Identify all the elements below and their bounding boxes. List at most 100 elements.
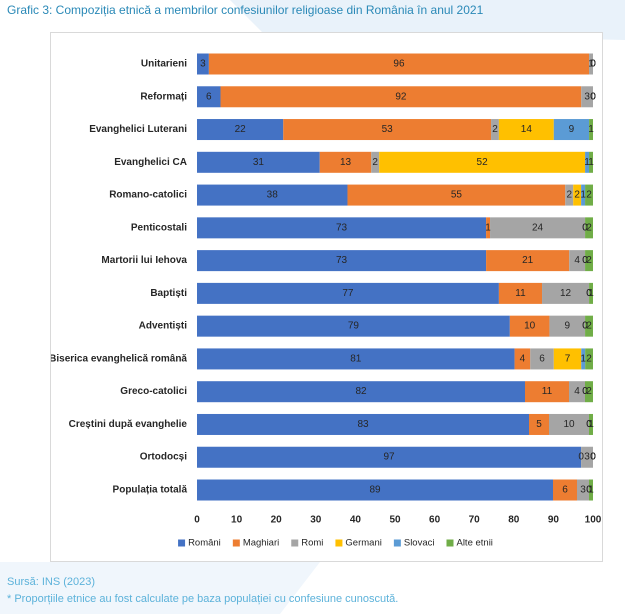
data-label: 89 <box>369 485 381 496</box>
data-label: 1 <box>485 222 491 233</box>
category-axis-labels: Unitarieni Reformați Evanghelici Luterani E… <box>51 59 187 496</box>
category-label: Reformați <box>140 91 187 102</box>
data-label: 3 <box>584 452 590 463</box>
x-tick-label: 90 <box>548 515 560 526</box>
data-label: 0 <box>590 59 596 70</box>
data-label: 3 <box>200 59 206 70</box>
data-label: 7 <box>565 353 571 364</box>
data-label: 0 <box>586 485 592 496</box>
data-label: 0 <box>582 321 588 332</box>
data-label: 1 <box>588 124 594 135</box>
legend-swatch <box>178 539 186 547</box>
x-tick-label: 10 <box>231 515 243 526</box>
data-label: 13 <box>340 157 352 168</box>
data-label: 2 <box>566 190 572 201</box>
bar-segment <box>549 413 589 435</box>
bar-segment <box>553 479 577 501</box>
data-label: 6 <box>206 91 212 102</box>
bar-segment <box>514 348 531 370</box>
data-label: 21 <box>522 255 534 266</box>
x-tick-label: 50 <box>389 515 401 526</box>
data-label: 79 <box>348 321 360 332</box>
category-label: Martorii lui Iehova <box>101 255 187 266</box>
legend-item: Slovaci <box>393 538 435 549</box>
legend-item: Romi <box>291 538 323 549</box>
bar-segments <box>197 53 593 501</box>
data-label: 0 <box>590 452 596 463</box>
bar-segment <box>589 119 593 141</box>
bar-segment <box>581 348 586 370</box>
category-label: Romano-catolici <box>109 190 187 201</box>
data-label: 4 <box>574 386 580 397</box>
data-label: 0 <box>582 386 588 397</box>
data-label: 1 <box>580 353 586 364</box>
bar-segment <box>585 348 593 370</box>
category-label: Populația totală <box>113 485 188 496</box>
bar-segment <box>197 413 529 435</box>
data-label: 12 <box>560 288 572 299</box>
x-tick-label: 0 <box>194 515 200 526</box>
data-label: 9 <box>564 321 570 332</box>
bar-segment <box>208 53 590 75</box>
data-label: 2 <box>372 157 378 168</box>
legend-label: Slovaci <box>404 538 435 549</box>
legend-item: Maghiari <box>232 538 279 549</box>
legend-swatch <box>335 539 343 547</box>
data-label: 4 <box>574 255 580 266</box>
bar-segment <box>589 151 593 173</box>
bar-segment <box>565 184 574 206</box>
category-label: Adventiști <box>139 321 188 332</box>
bar-segment <box>585 217 593 239</box>
data-label: 2 <box>492 124 498 135</box>
bar-segment <box>529 413 549 435</box>
data-label: 22 <box>235 124 247 135</box>
data-label: 2 <box>574 190 580 201</box>
data-label: 2 <box>586 255 592 266</box>
data-label: 11 <box>515 288 526 299</box>
x-tick-label: 40 <box>350 515 362 526</box>
bar-segment <box>197 381 525 403</box>
data-label: 0 <box>578 452 584 463</box>
legend-swatch <box>446 539 454 547</box>
data-label: 1 <box>580 190 586 201</box>
bar-segment <box>490 217 586 239</box>
legend-label: Alte etnii <box>456 538 492 549</box>
legend-label: Romi <box>301 538 323 549</box>
data-label: 31 <box>253 157 265 168</box>
category-label: Creștini după evanghelie <box>69 419 188 430</box>
bar-segment <box>197 282 499 304</box>
bar-segment <box>197 53 209 75</box>
data-label: 73 <box>336 222 348 233</box>
data-label: 0 <box>586 288 592 299</box>
category-label: Greco-catolici <box>120 386 187 397</box>
data-label: 0 <box>582 222 588 233</box>
legend-label: Germani <box>345 538 381 549</box>
bar-segment <box>581 446 593 468</box>
x-tick-label: 80 <box>508 515 520 526</box>
bar-segment <box>530 348 554 370</box>
bar-segment <box>509 315 550 337</box>
x-tick-label: 70 <box>469 515 481 526</box>
data-label: 0 <box>590 91 596 102</box>
bar-segment <box>197 119 284 141</box>
bar-segment <box>486 217 491 239</box>
x-tick-label: 100 <box>585 515 602 526</box>
data-label: 4 <box>520 353 526 364</box>
data-label: 97 <box>383 452 395 463</box>
data-label: 55 <box>451 190 463 201</box>
data-label: 0 <box>582 255 588 266</box>
legend-swatch <box>232 539 240 547</box>
data-label: 10 <box>563 419 575 430</box>
data-label: 0 <box>586 419 592 430</box>
legend-label: Români <box>188 538 221 549</box>
data-label: 2 <box>586 190 592 201</box>
data-label: 81 <box>350 353 362 364</box>
bar-segment <box>371 151 380 173</box>
bar-segment <box>577 479 589 501</box>
bar-segment <box>585 315 593 337</box>
data-label: 0 <box>590 91 596 102</box>
data-label: 0 <box>590 452 596 463</box>
legend-item: Alte etnii <box>446 538 493 549</box>
